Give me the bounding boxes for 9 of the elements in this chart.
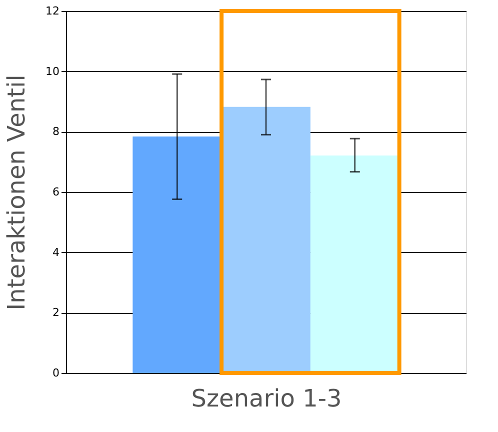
x-axis-title: Szenario 1-3	[191, 384, 342, 412]
y-tick-label: 0	[52, 366, 60, 380]
y-tick-label: 2	[52, 306, 60, 320]
y-tick-label: 10	[46, 64, 60, 78]
y-tick-label: 8	[52, 125, 60, 138]
y-tick-label: 4	[52, 246, 60, 259]
y-tick-label: 12	[46, 4, 60, 18]
y-axis-title: Interaktionen Ventil	[2, 74, 31, 310]
y-tick-label: 6	[52, 186, 60, 198]
